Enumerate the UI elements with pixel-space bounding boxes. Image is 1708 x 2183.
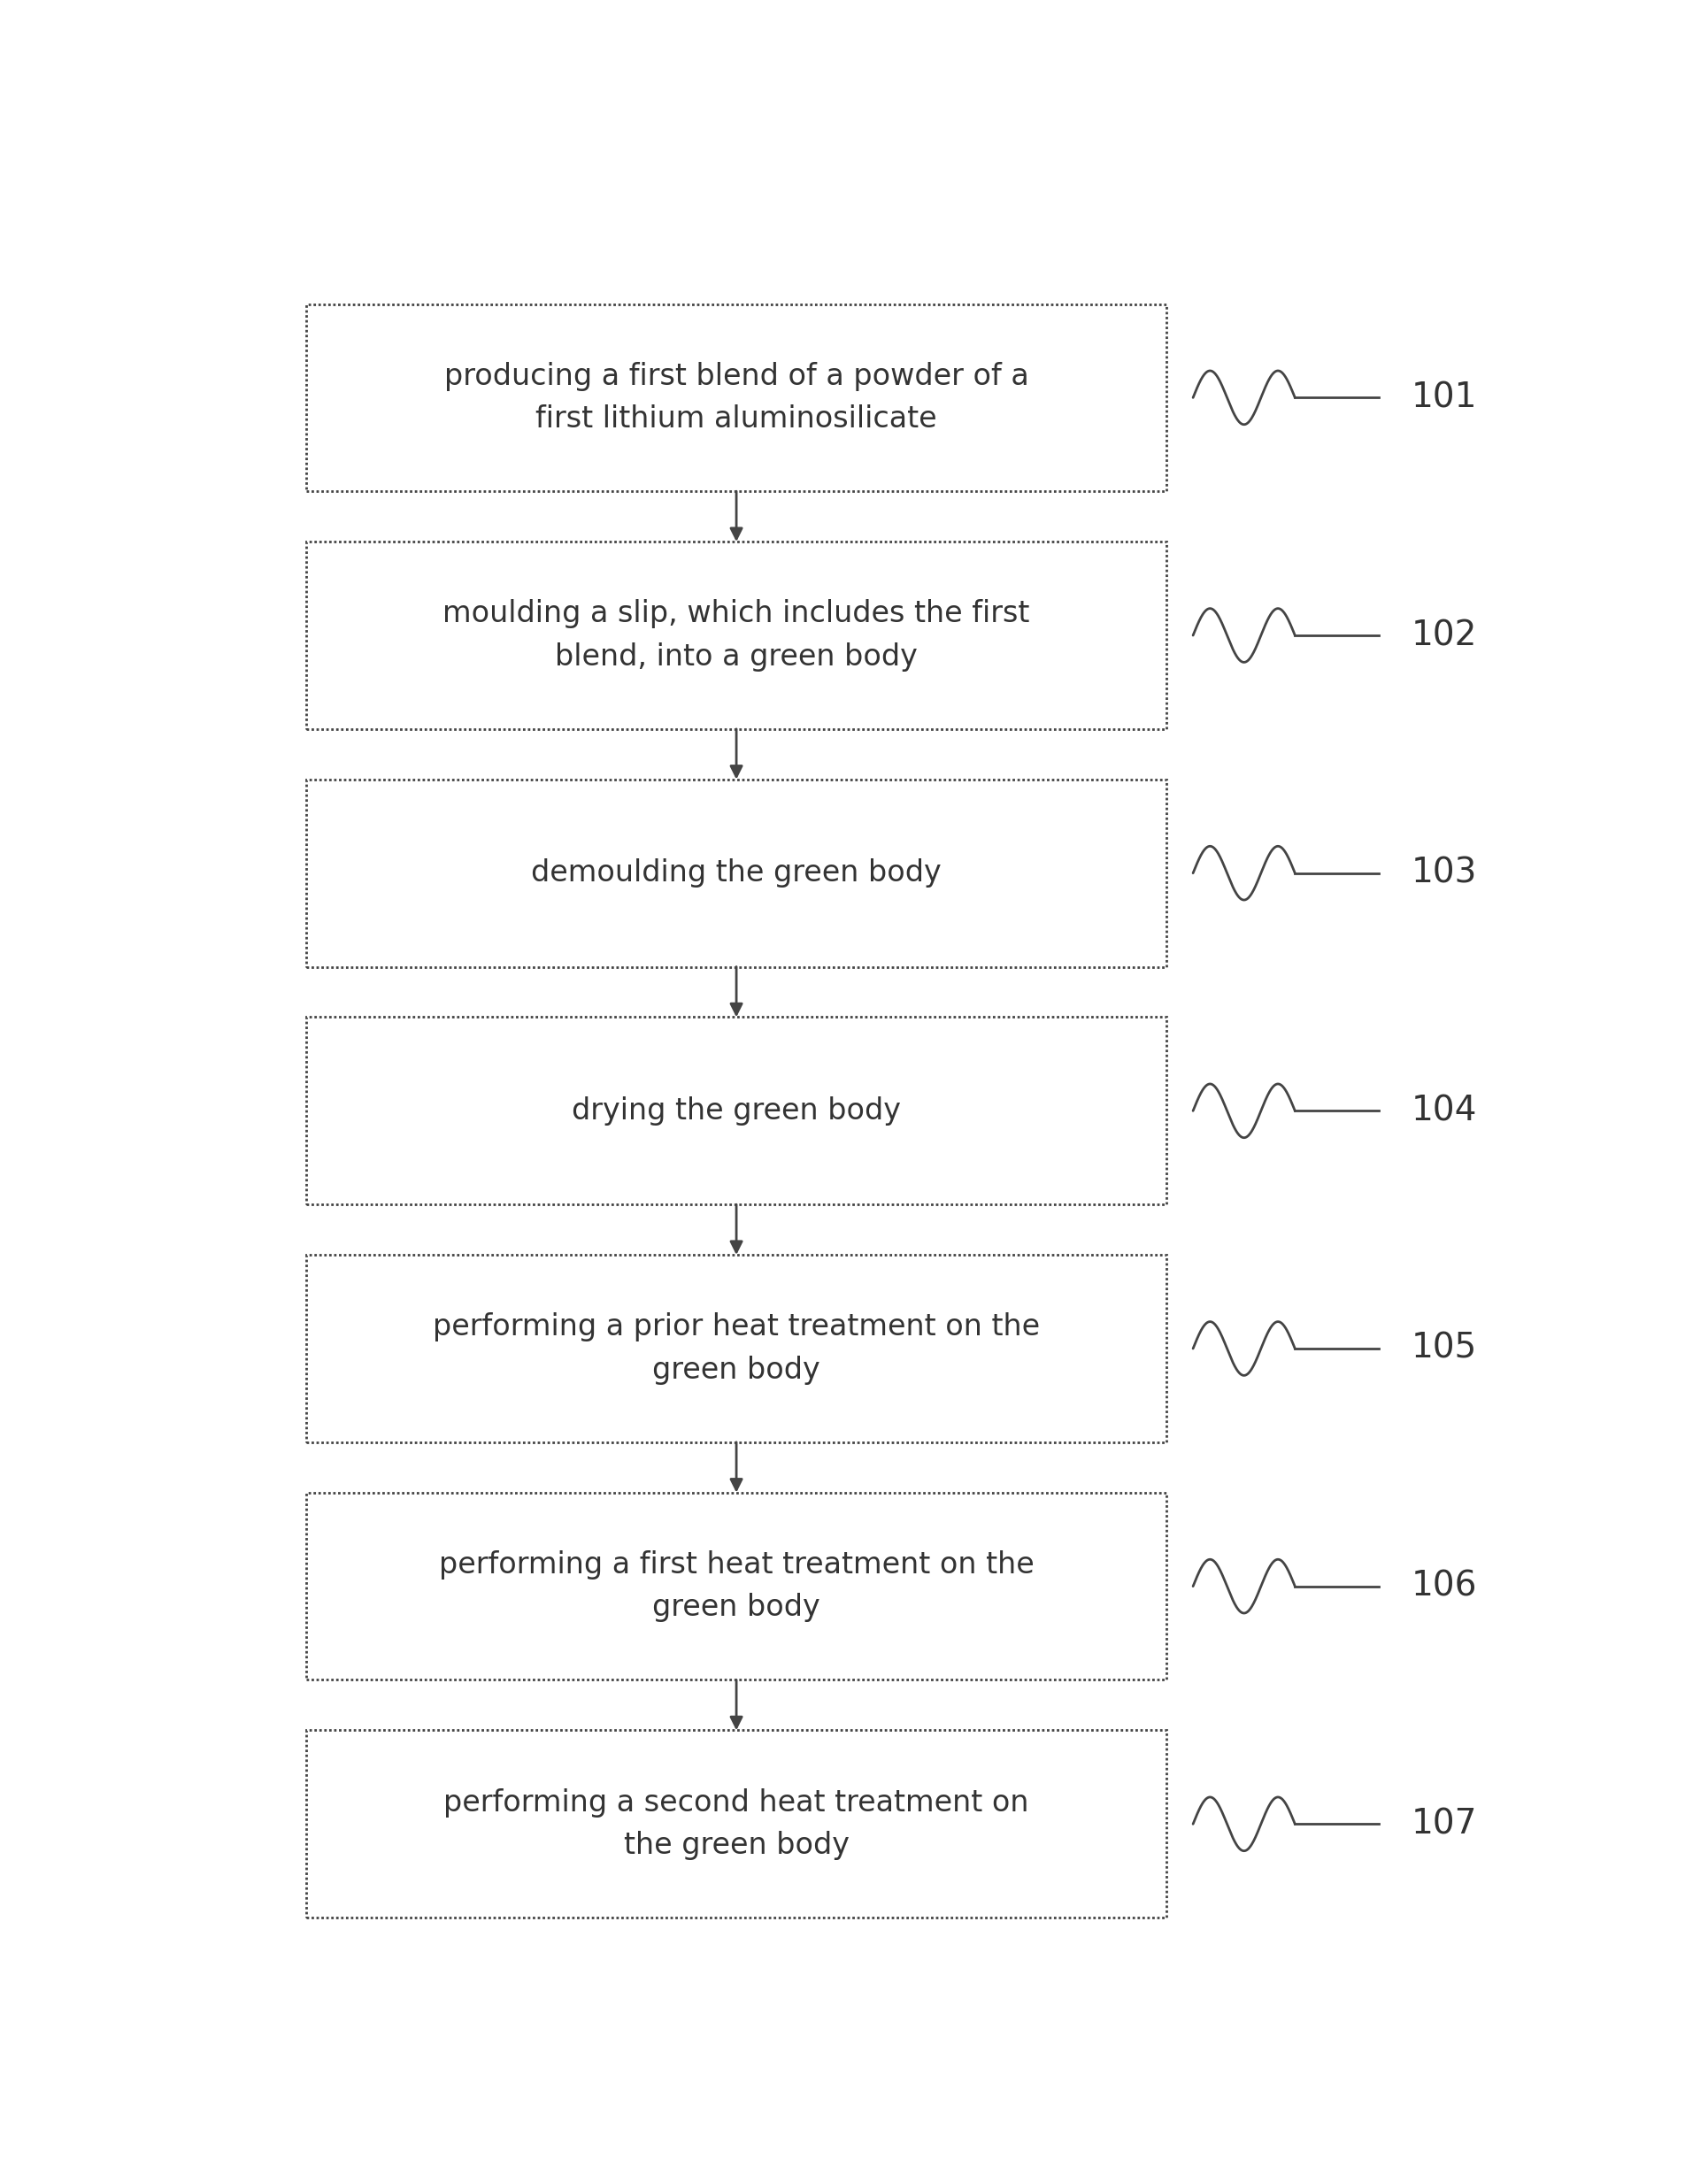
Text: 105: 105 [1411, 1332, 1477, 1364]
Text: 107: 107 [1411, 1808, 1477, 1840]
Bar [306, 779, 1167, 967]
Text: producing a first blend of a powder of a
first lithium aluminosilicate: producing a first blend of a powder of a… [444, 362, 1028, 434]
Text: drying the green body: drying the green body [572, 1096, 900, 1126]
Text: 106: 106 [1411, 1570, 1477, 1602]
Bar [306, 1017, 1167, 1205]
Text: demoulding the green body: demoulding the green body [531, 858, 941, 888]
Text: performing a second heat treatment on
the green body: performing a second heat treatment on th… [444, 1788, 1028, 1860]
Bar [306, 1255, 1167, 1443]
Bar [306, 1493, 1167, 1681]
Text: performing a first heat treatment on the
green body: performing a first heat treatment on the… [439, 1550, 1033, 1622]
Bar [306, 541, 1167, 729]
Text: 103: 103 [1411, 856, 1477, 891]
Text: 104: 104 [1411, 1094, 1477, 1129]
Text: performing a prior heat treatment on the
green body: performing a prior heat treatment on the… [432, 1312, 1040, 1384]
Text: 102: 102 [1411, 618, 1477, 653]
Bar [306, 303, 1167, 491]
Text: 101: 101 [1411, 380, 1477, 415]
Text: moulding a slip, which includes the first
blend, into a green body: moulding a slip, which includes the firs… [442, 600, 1030, 672]
Bar [306, 1731, 1167, 1917]
